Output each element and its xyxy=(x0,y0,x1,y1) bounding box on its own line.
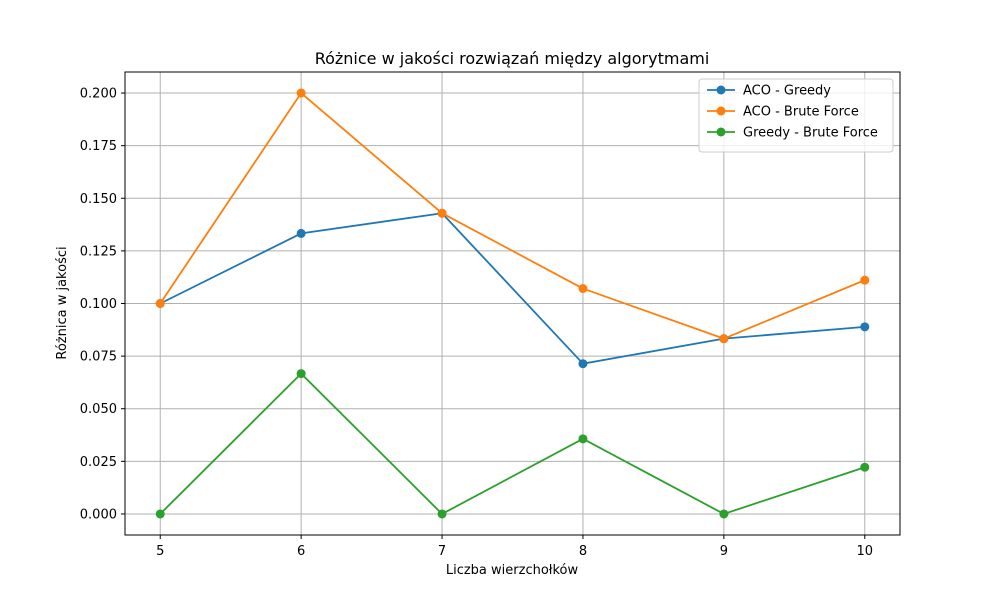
data-point xyxy=(719,334,729,344)
legend-swatch-marker xyxy=(716,106,726,116)
legend-item: ACO - Greedy xyxy=(707,84,831,99)
y-tick-label: 0.050 xyxy=(80,402,117,417)
y-tick-label: 0.125 xyxy=(80,244,117,259)
x-axis-label: Liczba wierzchołków xyxy=(446,563,579,578)
legend-swatch-marker xyxy=(716,127,726,137)
data-point xyxy=(719,509,729,519)
y-tick-label: 0.150 xyxy=(80,192,117,207)
data-point xyxy=(296,88,306,98)
series-aco-brute-force xyxy=(155,88,870,344)
data-point xyxy=(578,284,588,294)
y-tick-label: 0.200 xyxy=(80,87,117,102)
data-point xyxy=(155,509,165,519)
data-point xyxy=(860,322,870,332)
legend-label: ACO - Greedy xyxy=(743,84,831,99)
series-layer xyxy=(155,88,870,519)
series-greedy-brute-force xyxy=(155,369,870,519)
data-point xyxy=(296,228,306,238)
data-point xyxy=(437,509,447,519)
x-tick-label: 8 xyxy=(579,544,587,559)
grid xyxy=(125,72,900,535)
x-tick-label: 5 xyxy=(156,544,164,559)
data-point xyxy=(578,434,588,444)
x-tick-label: 7 xyxy=(438,544,446,559)
chart-title: Różnice w jakości rozwiązań między algor… xyxy=(315,49,710,68)
legend: ACO - Greedy ACO - Brute Force Greedy - Br… xyxy=(698,78,894,153)
data-point xyxy=(860,462,870,472)
data-point xyxy=(578,359,588,369)
legend-item: ACO - Brute Force xyxy=(707,105,859,120)
legend-box xyxy=(698,78,894,153)
tick-layer: 5 6 7 8 9 10 0.000 0.025 0.050 0.075 0.100 0.125 0.1… xyxy=(80,87,873,559)
data-point xyxy=(296,369,306,379)
y-tick-label: 0.175 xyxy=(80,139,117,154)
y-tick-label: 0.100 xyxy=(80,297,117,312)
y-tick-label: 0.025 xyxy=(80,455,117,470)
data-point xyxy=(437,208,447,218)
y-tick-label: 0.075 xyxy=(80,350,117,365)
y-axis-label: Różnica w jakości xyxy=(55,246,70,359)
legend-item: Greedy - Brute Force xyxy=(707,126,878,141)
series-line xyxy=(159,92,866,340)
x-tick-label: 9 xyxy=(720,544,728,559)
legend-label: ACO - Brute Force xyxy=(743,105,859,120)
series-line xyxy=(159,212,865,365)
data-point xyxy=(155,299,165,308)
legend-label: Greedy - Brute Force xyxy=(743,126,878,141)
legend-swatch-marker xyxy=(716,85,726,95)
data-point xyxy=(860,275,870,285)
y-tick-label: 0.000 xyxy=(80,507,117,522)
x-tick-label: 6 xyxy=(297,544,305,559)
series-line xyxy=(159,372,866,515)
x-tick-label: 10 xyxy=(856,544,873,559)
